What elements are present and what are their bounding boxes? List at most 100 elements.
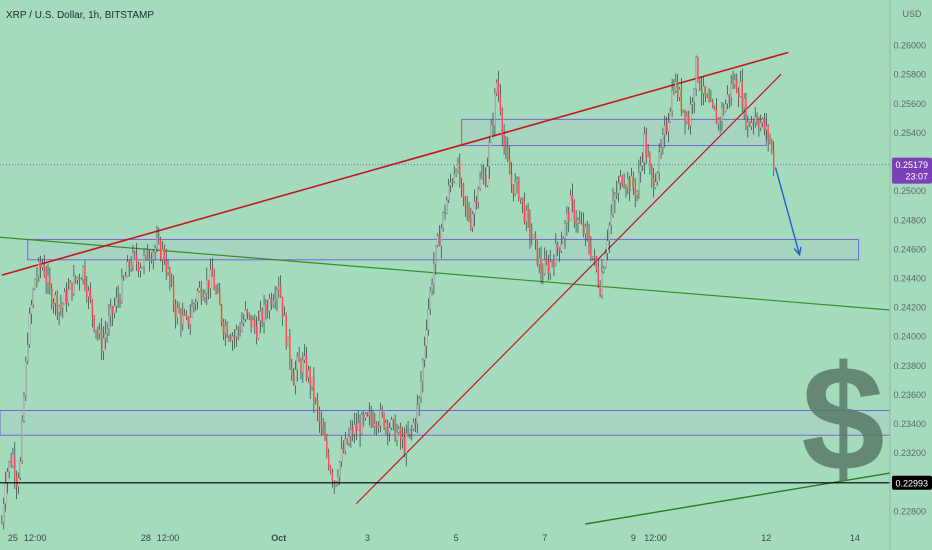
candle-body — [730, 83, 732, 98]
price-tick-label: 0.24200 — [893, 303, 926, 313]
candle-body — [772, 149, 775, 172]
candle-body — [224, 325, 226, 334]
candle-body — [473, 201, 476, 214]
candle-body — [446, 199, 448, 214]
candle-body — [379, 410, 382, 426]
candle-body — [599, 284, 601, 296]
candle-body — [721, 107, 723, 122]
upper-trendline[interactable] — [1, 51, 789, 276]
candle-body — [523, 201, 526, 222]
candle-body — [8, 461, 10, 472]
candle-body — [619, 176, 622, 184]
price-tick-label: 0.25400 — [893, 128, 926, 138]
candle-body — [593, 256, 596, 258]
candle-body — [180, 312, 182, 325]
candle-body — [41, 264, 44, 268]
candle-body — [468, 208, 470, 220]
candle-body — [274, 298, 276, 302]
candle-body — [444, 212, 446, 214]
candle-body — [265, 304, 267, 311]
candle-body — [4, 482, 7, 504]
candle-body — [697, 57, 699, 81]
candle-body — [503, 134, 505, 148]
candle-body — [80, 279, 82, 281]
candle-body — [100, 329, 103, 352]
candle-body — [575, 221, 577, 224]
candle-body — [471, 213, 474, 229]
candle-body — [750, 122, 753, 127]
candle-body — [704, 85, 707, 96]
candle-body — [283, 314, 286, 317]
candle-body — [344, 438, 346, 452]
candle-body — [719, 119, 721, 122]
candle-body — [767, 125, 769, 140]
candle-body — [492, 124, 494, 127]
candle-body — [231, 335, 234, 341]
candle-body — [217, 290, 219, 293]
candle-body — [747, 121, 749, 127]
candle-body — [176, 307, 178, 318]
candle-body — [69, 282, 71, 290]
candle-body — [684, 109, 686, 122]
candle-body — [405, 432, 407, 454]
lower-trendline[interactable] — [355, 73, 782, 505]
candle-body — [412, 422, 415, 430]
candle-body — [75, 275, 77, 281]
candle-body — [588, 234, 590, 249]
candles-layer — [1, 55, 775, 530]
candle-body — [411, 429, 413, 431]
time-tick-label: 12:00 — [24, 533, 47, 543]
candle-body — [662, 134, 664, 148]
candle-body — [137, 263, 140, 272]
candle-body — [466, 205, 468, 209]
green-rising-line[interactable] — [585, 472, 891, 525]
candle-body — [706, 95, 708, 98]
candle-body — [693, 88, 695, 102]
candle-body — [322, 425, 324, 435]
candle-body — [470, 219, 472, 229]
candle-body — [686, 115, 688, 122]
candle-body — [512, 184, 515, 195]
candle-body — [616, 192, 618, 196]
candle-body — [281, 296, 284, 317]
candle-body — [700, 88, 703, 94]
candle-body — [263, 304, 265, 323]
candle-body — [724, 103, 727, 112]
candle-body — [483, 175, 485, 177]
candle-body — [327, 453, 330, 468]
time-axis[interactable]: 25 12:00 28 12:00 Oct 3 5 7 9 12:00 12 14 — [8, 533, 860, 543]
candle-body — [447, 185, 450, 201]
candle-body — [614, 194, 616, 201]
candle-body — [643, 133, 646, 163]
candle-body — [577, 219, 579, 224]
candle-body — [695, 57, 697, 90]
candle-body — [195, 301, 197, 305]
candle-body — [734, 79, 736, 85]
candle-body — [475, 201, 478, 203]
candle-body — [97, 330, 99, 334]
zone-rectangle-2[interactable] — [27, 238, 860, 261]
candle-body — [612, 200, 614, 215]
candle-body — [315, 399, 317, 402]
projection-arrow[interactable] — [774, 167, 801, 255]
candle-body — [135, 254, 138, 264]
candle-body — [145, 249, 147, 256]
candle-body — [381, 410, 383, 414]
candle-body — [54, 294, 57, 304]
candle-body — [278, 286, 280, 291]
candle-body — [477, 188, 479, 203]
candle-body — [630, 176, 633, 192]
candle-body — [6, 471, 9, 484]
candle-body — [211, 269, 214, 277]
candle-body — [117, 297, 119, 299]
candle-body — [193, 303, 195, 307]
candle-body — [462, 184, 465, 197]
candle-body — [627, 178, 629, 188]
candle-body — [488, 142, 491, 167]
candle-body — [710, 100, 712, 103]
candle-body — [324, 434, 326, 440]
candle-body — [372, 419, 374, 426]
candle-body — [676, 81, 679, 98]
